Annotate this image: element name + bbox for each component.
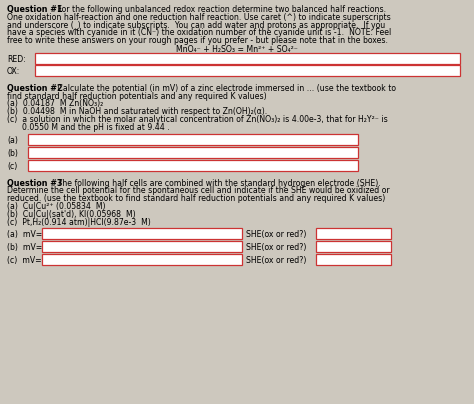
Text: free to write these answers on your rough pages if you prefer - but please note : free to write these answers on your roug…	[7, 36, 388, 45]
Text: For the following unbalanced redox reaction determine two balanced half reaction: For the following unbalanced redox react…	[55, 5, 386, 14]
Text: OX:: OX:	[7, 67, 20, 76]
Text: SHE(ox or red?): SHE(ox or red?)	[246, 230, 306, 240]
Bar	[42, 255, 242, 265]
Text: (c)  Pt,H₂(0.914 atm)|HCl(9.87e-3  M): (c) Pt,H₂(0.914 atm)|HCl(9.87e-3 M)	[7, 218, 151, 227]
Text: (a)  mV=: (a) mV=	[7, 230, 42, 240]
Bar	[28, 134, 358, 145]
Text: Question #3: Question #3	[7, 179, 63, 187]
Bar	[316, 242, 391, 252]
Text: SHE(ox or red?): SHE(ox or red?)	[246, 243, 306, 252]
Text: MnO₄⁻ + H₂SO₃ = Mn²⁺ + SO₄²⁻: MnO₄⁻ + H₂SO₃ = Mn²⁺ + SO₄²⁻	[176, 45, 298, 54]
Bar	[316, 255, 391, 265]
Text: SHE(ox or red?): SHE(ox or red?)	[246, 257, 306, 265]
Bar	[28, 147, 358, 158]
Text: (c)  mV=: (c) mV=	[7, 257, 42, 265]
Text: (a)  0.04187  M Zn(NO₃)₂: (a) 0.04187 M Zn(NO₃)₂	[7, 99, 103, 108]
Bar	[28, 160, 358, 170]
Bar	[35, 53, 460, 64]
Text: (b)  Cu|Cu|(sat'd), KI(0.05968  M): (b) Cu|Cu|(sat'd), KI(0.05968 M)	[7, 210, 136, 219]
Text: (a): (a)	[7, 136, 18, 145]
Text: 0.0550 M and the pH is fixed at 9.44 .: 0.0550 M and the pH is fixed at 9.44 .	[7, 123, 170, 132]
Text: have a species with cyanide in it (CN⁻) the oxidation number of the cyanide unit: have a species with cyanide in it (CN⁻) …	[7, 28, 391, 38]
Text: reduced. (use the textbook to find standard half reduction potentials and any re: reduced. (use the textbook to find stand…	[7, 194, 385, 203]
Text: The following half cells are combined with the standard hydrogen electrode (SHE): The following half cells are combined wi…	[55, 179, 381, 187]
Bar	[316, 228, 391, 240]
Bar	[42, 228, 242, 240]
Text: find standard half reduction potentials and any required K values): find standard half reduction potentials …	[7, 92, 266, 101]
Text: and underscore (_) to indicate subscripts.  You can add water and protons as app: and underscore (_) to indicate subscript…	[7, 21, 385, 29]
Text: (c)  a solution in which the molar analytical concentration of Zn(NO₃)₂ is 4.00e: (c) a solution in which the molar analyt…	[7, 115, 388, 124]
Text: (a)  Cu|Cu²⁺ (0.05834  M): (a) Cu|Cu²⁺ (0.05834 M)	[7, 202, 106, 211]
Text: (b)  mV=: (b) mV=	[7, 243, 42, 252]
Text: RED:: RED:	[7, 55, 26, 64]
Text: One oxidation half-reaction and one reduction half reaction. Use caret (^) to in: One oxidation half-reaction and one redu…	[7, 13, 391, 22]
Bar	[35, 65, 460, 76]
Text: (c): (c)	[7, 162, 17, 170]
Text: Calculate the potential (in mV) of a zinc electrode immersed in ... (use the tex: Calculate the potential (in mV) of a zin…	[55, 84, 396, 93]
Text: Question #2: Question #2	[7, 84, 63, 93]
Text: Question #1: Question #1	[7, 5, 63, 14]
Text: (b)  0.04498  M in NaOH and saturated with respect to Zn(OH)₂(α).: (b) 0.04498 M in NaOH and saturated with…	[7, 107, 267, 116]
Text: Determine the cell potential for the spontaneous cell and indicate if the SHE wo: Determine the cell potential for the spo…	[7, 186, 390, 196]
Text: (b): (b)	[7, 149, 18, 158]
Bar	[42, 242, 242, 252]
